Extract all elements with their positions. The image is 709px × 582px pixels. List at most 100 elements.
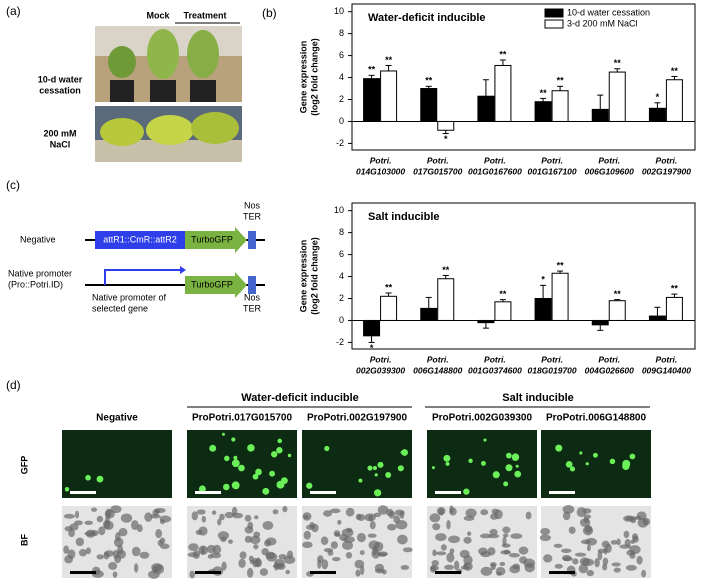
bar [420, 307, 438, 321]
cell [505, 464, 513, 472]
cell [329, 508, 341, 514]
cell [78, 549, 88, 557]
legend-swatch [544, 19, 564, 29]
cell [502, 526, 511, 534]
chart-title: Water-deficit inducible [368, 12, 486, 24]
cell [480, 460, 486, 466]
cell [155, 509, 161, 514]
cell [579, 557, 591, 566]
bar [608, 300, 626, 321]
significance: ** [614, 289, 622, 299]
cell [518, 546, 529, 555]
y-tick-label: 2 [339, 94, 344, 104]
cell [597, 550, 603, 561]
cell [306, 482, 313, 489]
cell [432, 549, 437, 557]
cell [585, 537, 598, 546]
cell [239, 551, 247, 560]
cell [468, 458, 473, 463]
cell [374, 568, 385, 574]
cell [64, 487, 70, 492]
cell [622, 462, 630, 470]
cell [224, 511, 234, 519]
cell [444, 564, 454, 570]
cell [483, 438, 487, 442]
cell [96, 554, 104, 560]
cell [511, 453, 520, 461]
sample-label: Negative [96, 413, 138, 424]
cell [400, 564, 410, 570]
cell [582, 525, 594, 536]
cell [247, 444, 255, 452]
cell [211, 510, 217, 515]
bar [648, 315, 666, 321]
plot-frame [351, 202, 696, 350]
plot-frame [351, 3, 696, 151]
y-axis-label: Gene expression(log2 fold change) [299, 237, 320, 315]
y-tick-label: 6 [339, 50, 344, 60]
cell [114, 554, 122, 564]
cell [201, 515, 207, 523]
bar [380, 295, 398, 321]
significance: ** [540, 88, 548, 98]
cell [616, 538, 621, 546]
significance: ** [425, 76, 433, 86]
micrographs [62, 430, 651, 579]
cell [399, 510, 405, 519]
cell [632, 535, 639, 543]
cell [432, 523, 441, 531]
cell [244, 514, 252, 522]
x-tick-label: Potri. 006G109600 [585, 156, 634, 177]
cell [445, 461, 450, 466]
cell [131, 546, 141, 557]
cell [287, 453, 292, 458]
cell [460, 565, 471, 570]
cell [249, 535, 261, 545]
reporter-label: TurboGFP [191, 279, 233, 289]
cell [446, 519, 451, 530]
cell [75, 537, 85, 547]
cell [377, 552, 387, 557]
cell [321, 559, 329, 570]
scale-bar [195, 491, 221, 494]
bar [477, 95, 495, 122]
cell [323, 510, 333, 517]
cell [189, 570, 196, 579]
cell [223, 483, 230, 491]
cell [244, 526, 254, 534]
cell [131, 520, 139, 531]
x-tick-label: Potri. 001G0374600 [468, 355, 522, 376]
bar [363, 78, 381, 122]
cell [465, 508, 477, 518]
cell [629, 453, 636, 460]
cell [374, 489, 382, 497]
cell [64, 555, 73, 564]
cell [232, 512, 244, 519]
panel-label: (d) [6, 378, 21, 392]
cell [238, 558, 246, 568]
x-tick-label: Potri. 002G197900 [642, 156, 691, 177]
group-label: Water-deficit inducible [241, 392, 359, 404]
cell [330, 541, 338, 549]
x-tick-label: Potri. 004G026600 [585, 355, 634, 376]
cell [431, 466, 435, 470]
legend-swatch [544, 8, 564, 18]
bar [477, 319, 495, 324]
y-tick-label: 10 [334, 6, 344, 16]
cell [272, 509, 279, 515]
scale-bar [435, 571, 461, 574]
cell [503, 549, 510, 555]
cell [582, 508, 592, 514]
cell [539, 534, 551, 542]
cell [367, 533, 377, 538]
y-tick-label: 8 [339, 227, 344, 237]
bar [665, 79, 683, 122]
cell [402, 547, 413, 553]
cell [198, 545, 209, 555]
cell [104, 550, 115, 557]
cell [602, 563, 608, 571]
cell [159, 515, 172, 523]
cell [341, 528, 354, 537]
column-label: Mock [146, 10, 170, 20]
scale-bar [310, 571, 336, 574]
